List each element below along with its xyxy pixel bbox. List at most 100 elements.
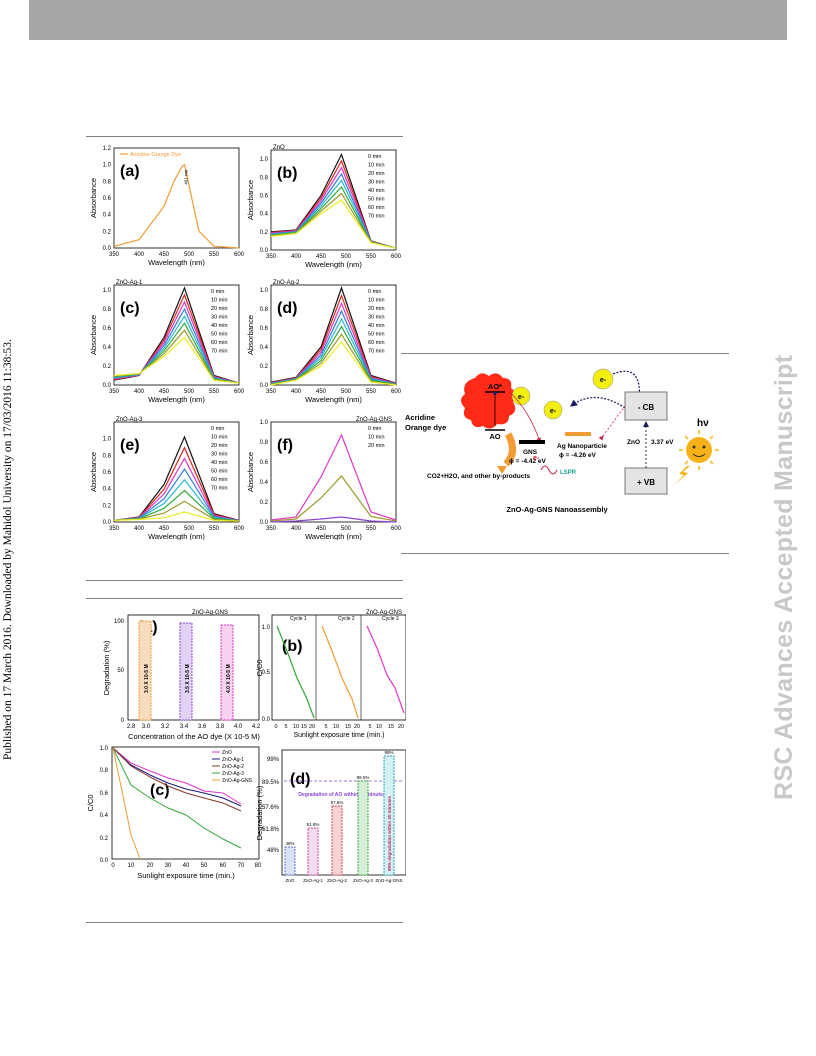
publication-note: Published on 17 March 2016. Downloaded b… xyxy=(2,339,14,760)
fig1-xtick: 400 xyxy=(134,252,145,258)
fig2d-ytick: 99% xyxy=(267,757,280,763)
fig2c-legend-ag3: ZnO-Ag-3 xyxy=(222,771,244,777)
ag-bar xyxy=(565,432,591,436)
fig1a-peak-label: 491 nm xyxy=(184,169,189,184)
fig1-spectrum-line xyxy=(270,341,397,386)
fig2b-xtick: 10 xyxy=(293,724,299,730)
vb-label: + VB xyxy=(637,478,655,487)
fig1-xtick: 450 xyxy=(159,252,170,258)
fig2a-bar-label-2: 3.5 X 10-5 M xyxy=(185,664,191,693)
fig1-panel-letter: (b) xyxy=(277,165,297,182)
fig1-time-label: 10 min xyxy=(211,298,228,304)
fig2c-xtick: 40 xyxy=(183,863,190,869)
fig1-time-label: 20 min xyxy=(211,443,228,449)
fig1-ytick: 0.2 xyxy=(260,500,269,506)
fig1-xtick: 600 xyxy=(391,254,402,260)
fig2a-bar-1 xyxy=(138,620,152,721)
electron-label-1: e- xyxy=(518,394,525,401)
fig1-xtick: 400 xyxy=(291,389,302,395)
fig2c-ytick: 1.0 xyxy=(100,746,109,752)
fig1-time-label: 0 min xyxy=(211,426,224,432)
fig1-time-label: 20 min xyxy=(211,306,228,312)
fig1-time-label: 0 min xyxy=(211,289,224,295)
fig2a-ytick-0: 0 xyxy=(121,718,125,724)
fig2d-bar-ag3 xyxy=(357,780,369,876)
fig1-time-label: 30 min xyxy=(368,180,385,186)
fig1-xtick: 600 xyxy=(234,389,245,395)
fig2c-ytick: 0.2 xyxy=(100,836,109,842)
fig2a-xtick: 3.6 xyxy=(198,724,207,730)
fig1-xtick: 350 xyxy=(109,252,120,258)
fig1-spectrum-line xyxy=(113,163,240,249)
fig2b-xtick: 5 xyxy=(368,724,371,730)
fig2a-sample: ZnO-Ag-GNS xyxy=(192,610,228,616)
fig1-time-label: 50 min xyxy=(211,332,228,338)
fig1-ytick: 1.0 xyxy=(103,288,112,294)
fig2d-gns-note: 99% degradation within 20 minutes xyxy=(387,795,392,871)
fig2c-zno-line xyxy=(112,747,242,805)
fig1-xtick: 600 xyxy=(234,252,245,258)
fig2a-bar-2 xyxy=(179,622,193,721)
fig2c-legend-gns: ZnO-Ag-GNS xyxy=(222,778,253,784)
fig2d-ytick: 51.8% xyxy=(262,827,280,833)
fig2c-legend: ZnO ZnO-Ag-1 ZnO-Ag-2 ZnO-Ag-3 ZnO-Ag-GN… xyxy=(212,750,253,784)
fig2d-bar-gns xyxy=(383,755,395,876)
fig2c-xtick: 50 xyxy=(201,863,208,869)
fig1-xtick: 350 xyxy=(109,389,120,395)
fig2a-xtick: 3.2 xyxy=(161,724,170,730)
fig2c-ytick: 0.6 xyxy=(100,791,109,797)
figure1-uv-spectra: (a) Acridine Orange Dye 491 nm 0.0 0.2 0.4 0.6… xyxy=(86,140,406,540)
fig1-xtick: 500 xyxy=(341,389,352,395)
fig1-ytick: 0.4 xyxy=(103,345,112,351)
fig1-xtick: 550 xyxy=(366,526,377,532)
fig1-xtick: 350 xyxy=(266,254,277,260)
fig1-ytick: 0.0 xyxy=(103,520,112,526)
fig1-xtick: 500 xyxy=(184,252,195,258)
fig1-xtick: 450 xyxy=(159,389,170,395)
fig1-xlabel: Wavelength (nm) xyxy=(305,395,362,404)
fig1-xtick: 600 xyxy=(234,526,245,532)
electron-label-2: e- xyxy=(550,408,557,415)
fig2d-ytick: 89.5% xyxy=(262,780,280,786)
fig2d-bar-zno xyxy=(284,846,296,876)
fig2a-ylabel: Degradation (%) xyxy=(102,640,111,695)
ao-star-label: AO* xyxy=(488,382,502,391)
fig2a-bar-3 xyxy=(220,624,234,721)
fig2b-cycle3-legend: Cycle 3 xyxy=(382,616,399,622)
fig1-time-label: 0 min xyxy=(368,289,381,295)
fig2b-xtick: 0 xyxy=(274,724,277,730)
fig2d-category: ZnO-Ag-GNS xyxy=(375,878,402,883)
fig2-panel-c: (c) ZnO ZnO-Ag-1 ZnO-Ag-2 ZnO-Ag-3 ZnO-A… xyxy=(86,746,262,880)
fig2-panel-b: ZnO-Ag-GNS (b) Cycle 1 Cycle 2 Cycle 3 1… xyxy=(255,610,406,739)
lightning-icon xyxy=(674,466,690,485)
gns-work-function: ϕ = -4.42 eV xyxy=(509,458,547,465)
fig2d-bar-ag1 xyxy=(307,827,319,876)
fig2b-xtick: 15 xyxy=(301,724,307,730)
figure2-bottom-rule xyxy=(86,922,403,923)
fig1-ytick: 0.8 xyxy=(103,179,112,185)
fig1-spectrum-line xyxy=(270,199,397,249)
fig2c-xtick: 30 xyxy=(165,863,172,869)
fig1-xtick: 450 xyxy=(316,526,327,532)
fig1-ytick: 0.6 xyxy=(260,326,269,332)
fig1-ytick: 0.0 xyxy=(103,246,112,252)
fig2b-xtick: 20 xyxy=(354,724,360,730)
fig2b-ytick: 0.5 xyxy=(262,670,271,676)
vb-box xyxy=(624,467,668,495)
fig2b-xtick: 5 xyxy=(284,724,287,730)
fig2b-cycle1-line xyxy=(276,625,315,719)
fig1-sample-name: ZnO-Ag-1 xyxy=(116,280,143,286)
fig1-ytick: 1.2 xyxy=(103,146,112,152)
ag-label: Ag Nanoparticle xyxy=(557,443,607,450)
figure3-top-rule xyxy=(401,353,729,354)
fig2b-xtick: 5 xyxy=(324,724,327,730)
fig2c-znoag1-line xyxy=(112,747,242,807)
fig1-ylabel: Absorbance xyxy=(89,452,98,492)
fig2d-value-label: 51.8% xyxy=(307,822,320,827)
electron-label-3: e- xyxy=(600,377,607,384)
fig2c-znoag3-line xyxy=(112,747,242,849)
fig1-time-label: 0 min xyxy=(368,154,381,160)
fig2c-legend-zno: ZnO xyxy=(222,750,232,756)
fig1-time-label: 10 min xyxy=(368,435,385,441)
fig1-ytick: 0.6 xyxy=(103,470,112,476)
